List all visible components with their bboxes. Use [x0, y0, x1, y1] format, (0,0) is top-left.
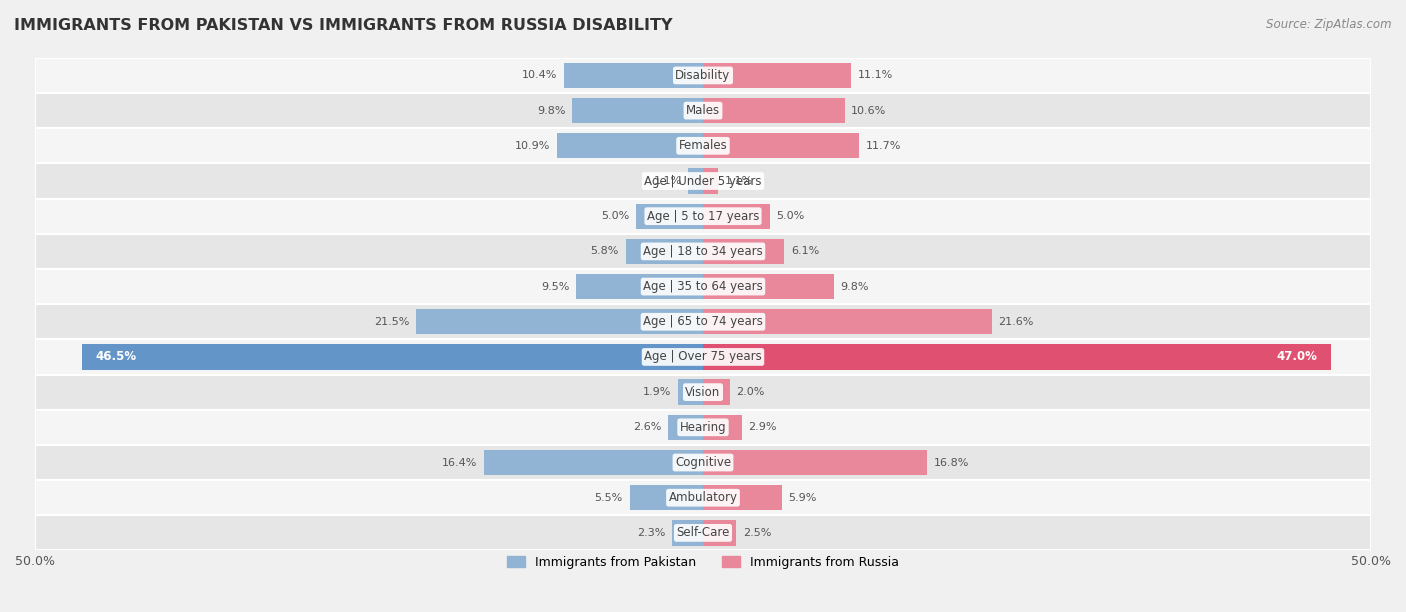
Bar — [35, 445, 1371, 480]
Text: 16.8%: 16.8% — [934, 458, 970, 468]
Bar — [703, 309, 991, 334]
Bar — [703, 520, 737, 545]
Bar — [35, 93, 1371, 129]
Bar — [689, 168, 703, 193]
Text: Age | 65 to 74 years: Age | 65 to 74 years — [643, 315, 763, 328]
Text: 16.4%: 16.4% — [441, 458, 477, 468]
Bar — [630, 485, 703, 510]
Bar — [35, 269, 1371, 304]
Text: Self-Care: Self-Care — [676, 526, 730, 539]
Bar — [672, 520, 703, 545]
Bar — [703, 133, 859, 159]
Text: 2.6%: 2.6% — [633, 422, 662, 432]
Text: Ambulatory: Ambulatory — [668, 491, 738, 504]
Bar — [703, 345, 1331, 370]
Text: 21.5%: 21.5% — [374, 317, 409, 327]
Text: 9.8%: 9.8% — [841, 282, 869, 291]
Bar — [636, 204, 703, 229]
Bar — [35, 234, 1371, 269]
Bar — [703, 450, 928, 475]
Text: 21.6%: 21.6% — [998, 317, 1033, 327]
Text: 1.1%: 1.1% — [654, 176, 682, 186]
Bar — [35, 304, 1371, 340]
Bar — [703, 415, 742, 440]
Bar — [484, 450, 703, 475]
Text: IMMIGRANTS FROM PAKISTAN VS IMMIGRANTS FROM RUSSIA DISABILITY: IMMIGRANTS FROM PAKISTAN VS IMMIGRANTS F… — [14, 18, 672, 34]
Bar — [35, 480, 1371, 515]
Text: Age | Under 5 years: Age | Under 5 years — [644, 174, 762, 187]
Text: Cognitive: Cognitive — [675, 456, 731, 469]
Text: 1.9%: 1.9% — [643, 387, 671, 397]
Bar — [703, 98, 845, 123]
Bar — [35, 58, 1371, 93]
Bar — [35, 199, 1371, 234]
Text: Hearing: Hearing — [679, 421, 727, 434]
Text: Vision: Vision — [685, 386, 721, 398]
Text: Age | 5 to 17 years: Age | 5 to 17 years — [647, 210, 759, 223]
Text: 2.3%: 2.3% — [637, 528, 665, 538]
Text: Males: Males — [686, 104, 720, 117]
Bar — [35, 163, 1371, 199]
Text: 47.0%: 47.0% — [1277, 351, 1317, 364]
Bar — [678, 379, 703, 405]
Text: 2.0%: 2.0% — [737, 387, 765, 397]
Text: Females: Females — [679, 140, 727, 152]
Bar — [35, 340, 1371, 375]
Bar — [703, 63, 851, 88]
Text: 9.5%: 9.5% — [541, 282, 569, 291]
Text: 5.0%: 5.0% — [602, 211, 630, 221]
Text: Age | 35 to 64 years: Age | 35 to 64 years — [643, 280, 763, 293]
Bar — [564, 63, 703, 88]
Text: 2.9%: 2.9% — [748, 422, 778, 432]
Text: 2.5%: 2.5% — [744, 528, 772, 538]
Text: 9.8%: 9.8% — [537, 106, 565, 116]
Text: 1.1%: 1.1% — [724, 176, 752, 186]
Text: 6.1%: 6.1% — [792, 247, 820, 256]
Text: Source: ZipAtlas.com: Source: ZipAtlas.com — [1267, 18, 1392, 31]
Text: 5.9%: 5.9% — [789, 493, 817, 502]
Bar — [703, 168, 717, 193]
Text: 11.7%: 11.7% — [866, 141, 901, 151]
Text: Age | 18 to 34 years: Age | 18 to 34 years — [643, 245, 763, 258]
Bar — [82, 345, 703, 370]
Text: 10.6%: 10.6% — [851, 106, 887, 116]
Bar — [703, 379, 730, 405]
Bar — [703, 485, 782, 510]
Bar — [703, 204, 770, 229]
Bar — [416, 309, 703, 334]
Text: 10.4%: 10.4% — [522, 70, 557, 80]
Text: Disability: Disability — [675, 69, 731, 82]
Text: 10.9%: 10.9% — [516, 141, 551, 151]
Bar — [35, 129, 1371, 163]
Text: 5.5%: 5.5% — [595, 493, 623, 502]
Text: 5.8%: 5.8% — [591, 247, 619, 256]
Bar — [576, 274, 703, 299]
Bar — [703, 274, 834, 299]
Bar — [668, 415, 703, 440]
Bar — [557, 133, 703, 159]
Bar — [35, 375, 1371, 410]
Text: 5.0%: 5.0% — [776, 211, 804, 221]
Bar — [35, 515, 1371, 551]
Bar — [626, 239, 703, 264]
Bar — [35, 410, 1371, 445]
Text: 11.1%: 11.1% — [858, 70, 893, 80]
Text: Age | Over 75 years: Age | Over 75 years — [644, 351, 762, 364]
Bar — [572, 98, 703, 123]
Text: 46.5%: 46.5% — [96, 351, 136, 364]
Legend: Immigrants from Pakistan, Immigrants from Russia: Immigrants from Pakistan, Immigrants fro… — [502, 551, 904, 574]
Bar — [703, 239, 785, 264]
